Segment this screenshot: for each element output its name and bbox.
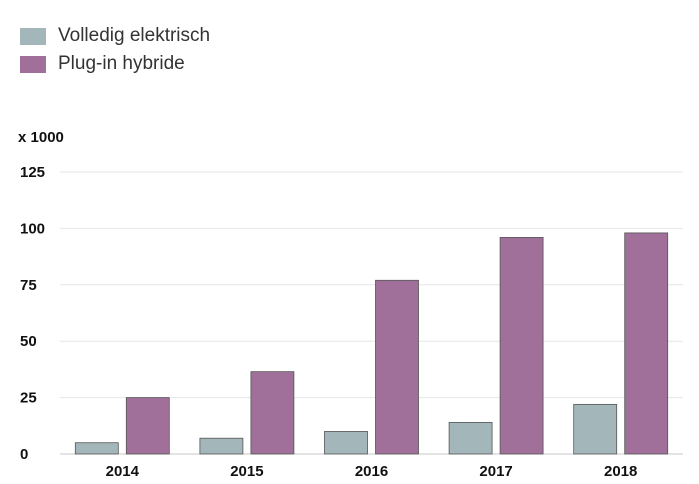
y-tick-label-100: 100 (20, 220, 45, 237)
legend-label-volledig-elektrisch: Volledig elektrisch (58, 25, 211, 46)
bar-plug-in-hybride-2014 (125, 397, 170, 455)
bar-plug-in-hybride-2017 (499, 237, 544, 455)
legend-label-plug-in-hybride: Plug-in hybride (58, 53, 185, 74)
x-tick-label-2017: 2017 (479, 463, 512, 480)
bar-volledig-elektrisch-2016 (324, 431, 368, 455)
bar-volledig-elektrisch-2014 (74, 442, 119, 455)
y-tick-label-50: 50 (20, 333, 37, 350)
bar-volledig-elektrisch-2017 (448, 422, 493, 455)
bar-plug-in-hybride-2015 (250, 371, 295, 455)
y-tick-label-25: 25 (20, 390, 37, 407)
bar-volledig-elektrisch-2018 (573, 403, 618, 455)
y-tick-label-75: 75 (20, 277, 37, 294)
legend-swatch-volledig-elektrisch (20, 27, 46, 45)
legend-item-volledig-elektrisch: Volledig elektrisch (20, 22, 210, 50)
y-tick-label-125: 125 (20, 164, 45, 181)
legend-item-plug-in-hybride: Plug-in hybride (20, 50, 210, 78)
x-tick-label-2016: 2016 (355, 463, 388, 480)
x-tick-label-2018: 2018 (604, 463, 637, 480)
legend-swatch-plug-in-hybride (20, 55, 46, 73)
chart-legend: Volledig elektrisch Plug-in hybride (20, 22, 210, 78)
bar-plug-in-hybride-2016 (375, 279, 419, 455)
bar-volledig-elektrisch-2015 (199, 437, 244, 455)
bar-plug-in-hybride-2018 (624, 232, 669, 455)
x-tick-label-2014: 2014 (106, 463, 140, 480)
y-axis-unit-label: x 1000 (18, 129, 64, 146)
y-tick-label-0: 0 (20, 446, 28, 463)
x-tick-label-2015: 2015 (230, 463, 263, 480)
